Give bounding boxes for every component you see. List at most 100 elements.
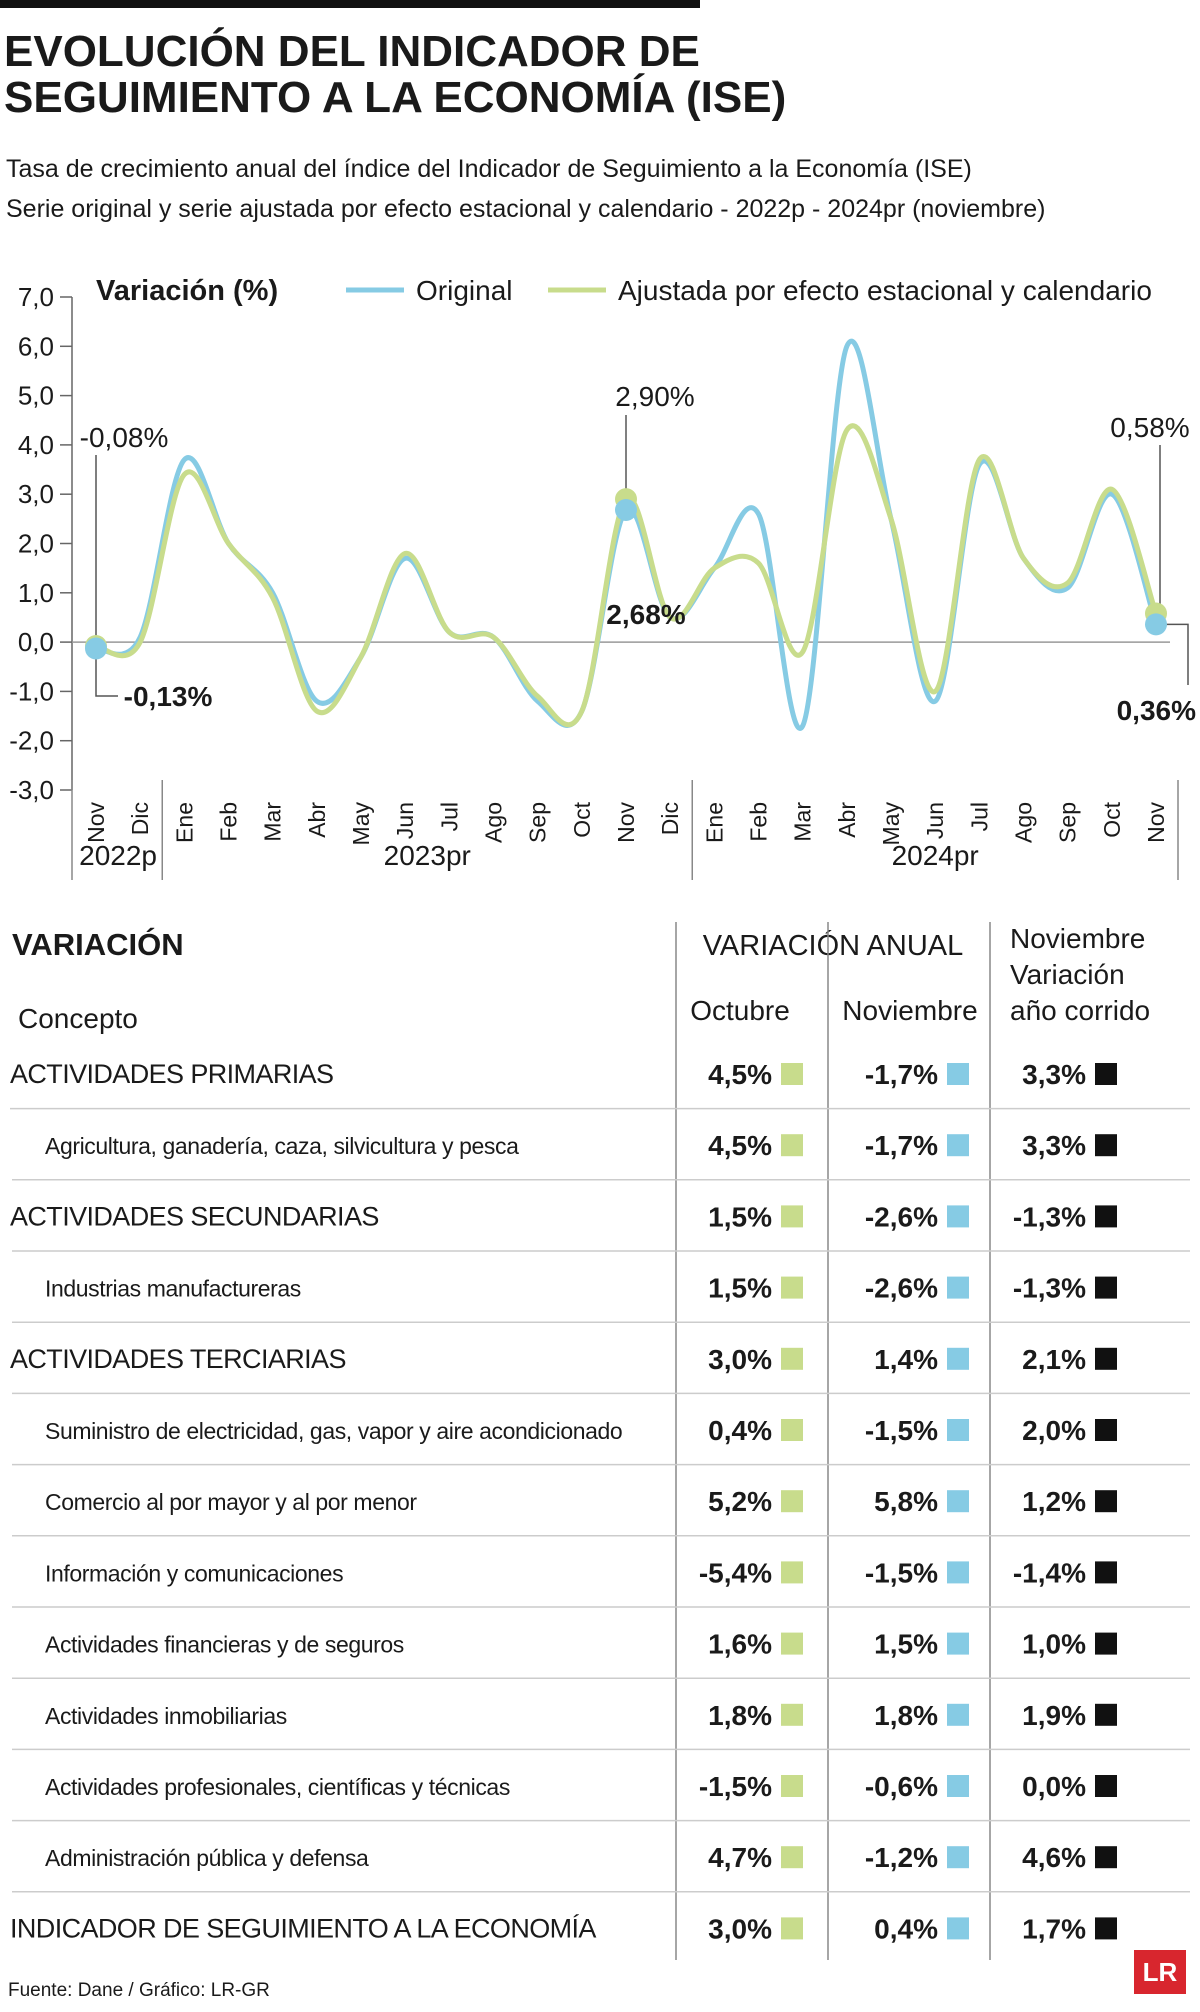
cell-square [947, 1134, 969, 1157]
cell-square [781, 1419, 803, 1441]
x-tick-label: Nov [613, 802, 639, 843]
row-heading: ACTIVIDADES SECUNDARIAS [10, 1201, 379, 1231]
cell-square [947, 1917, 969, 1940]
x-tick-label: Jun [922, 802, 948, 839]
x-tick-label: May [348, 802, 374, 846]
x-group-label: 2024pr [892, 840, 979, 871]
logo: LR [1143, 1957, 1178, 1987]
column-heading: Octubre [690, 995, 790, 1026]
cell-value: 2,1% [1022, 1344, 1086, 1375]
cell-value: 1,8% [708, 1700, 772, 1731]
x-tick-label: Feb [746, 802, 772, 842]
cell-square [947, 1419, 969, 1441]
cell-square [781, 1632, 803, 1655]
cell-square [781, 1347, 803, 1370]
table: VARIACIÓN VARIACIÓN ANUAL Noviembre Variaci… [10, 922, 1190, 1960]
cell-value: -1,7% [865, 1059, 938, 1090]
row-label: Administración pública y defensa [45, 1845, 369, 1871]
x-group-label: 2022p [79, 840, 157, 871]
data-label: 0,36% [1117, 695, 1196, 726]
data-label: 0,58% [1110, 412, 1189, 443]
x-tick-label: Jul [436, 802, 462, 831]
cell-square [781, 1703, 803, 1726]
y-tick-label: 3,0 [18, 479, 54, 509]
cell-square [781, 1846, 803, 1869]
callout-line [1164, 623, 1189, 685]
row-label: Actividades financieras y de seguros [45, 1632, 404, 1658]
cell-square [1095, 1775, 1117, 1797]
cell-square [1095, 1846, 1117, 1869]
cell-square [947, 1846, 969, 1869]
cell-square [1095, 1703, 1117, 1726]
cell-value: -1,4% [1013, 1557, 1086, 1588]
column-heading: Noviembre [842, 995, 977, 1026]
cell-value: 1,8% [874, 1700, 938, 1731]
x-tick-label: Nov [1143, 802, 1169, 843]
row-label: Industrias manufactureras [45, 1276, 301, 1302]
callout-line [95, 648, 118, 697]
x-tick-label: Abr [834, 802, 860, 838]
cell-square [947, 1775, 969, 1797]
cell-value: 0,4% [874, 1913, 938, 1944]
cell-value: 1,0% [1022, 1629, 1086, 1660]
subtitle: Tasa de crecimiento anual del índice del… [6, 155, 972, 183]
point-marker [85, 637, 107, 660]
row-label: Agricultura, ganadería, caza, silvicultu… [45, 1133, 519, 1159]
cell-value: 1,2% [1022, 1486, 1086, 1517]
table-heading: VARIACIÓN ANUAL [703, 929, 964, 962]
cell-value: 1,5% [874, 1629, 938, 1660]
cell-square [781, 1134, 803, 1157]
x-tick-label: Nov [83, 802, 109, 843]
x-tick-label: Ene [171, 802, 197, 843]
cell-square [781, 1775, 803, 1797]
cell-square [947, 1561, 969, 1584]
title: SEGUIMIENTO A LA ECONOMÍA (ISE) [4, 72, 786, 122]
cell-value: 1,6% [708, 1629, 772, 1660]
row-heading: ACTIVIDADES PRIMARIAS [10, 1059, 333, 1089]
cell-value: 3,3% [1022, 1130, 1086, 1161]
x-tick-label: Sep [1055, 802, 1081, 843]
logo-box [1134, 1950, 1186, 1994]
cell-square [1095, 1561, 1117, 1584]
row-label: Comercio al por mayor y al por menor [45, 1489, 417, 1515]
cell-value: -2,6% [865, 1201, 938, 1232]
y-axis-label: Variación (%) [96, 275, 278, 307]
cell-value: -1,5% [865, 1415, 938, 1446]
x-tick-label: Mar [260, 802, 286, 842]
cell-value: 5,2% [708, 1486, 772, 1517]
table-heading: Variación [1010, 959, 1125, 990]
title: EVOLUCIÓN DEL INDICADOR DE [4, 26, 700, 76]
top-bar [0, 0, 700, 8]
cell-square [947, 1063, 969, 1085]
row-label: Suministro de electricidad, gas, vapor y… [45, 1418, 622, 1444]
cell-value: 1,5% [708, 1273, 772, 1304]
cell-square [781, 1917, 803, 1940]
x-tick-label: Dic [657, 802, 683, 835]
point-marker [1145, 613, 1167, 636]
y-tick-label: 4,0 [18, 430, 54, 460]
cell-value: 4,5% [708, 1130, 772, 1161]
data-label: -0,13% [124, 681, 213, 712]
x-tick-label: Ago [1011, 802, 1037, 843]
data-label: -0,08% [80, 422, 169, 453]
x-tick-label: Sep [525, 802, 551, 843]
cell-value: -1,7% [865, 1130, 938, 1161]
row-heading: INDICADOR DE SEGUIMIENTO A LA ECONOMÍA [10, 1913, 596, 1943]
y-tick-label: -1,0 [9, 676, 54, 706]
x-group-label: 2023pr [384, 840, 471, 871]
table-heading: año corrido [1010, 995, 1150, 1026]
cell-square [781, 1490, 803, 1513]
cell-value: -1,3% [1013, 1201, 1086, 1232]
x-tick-label: Ago [481, 802, 507, 843]
row-label: Actividades inmobiliarias [45, 1703, 287, 1729]
x-tick-label: Mar [790, 802, 816, 842]
cell-square [947, 1347, 969, 1370]
cell-square [947, 1632, 969, 1655]
cell-value: 4,6% [1022, 1842, 1086, 1873]
series-line [95, 423, 1159, 728]
x-tick-label: Oct [1099, 801, 1125, 837]
cell-square [1095, 1276, 1117, 1299]
cell-value: -1,5% [865, 1557, 938, 1588]
source: Fuente: Dane / Gráfico: LR-GR [8, 1980, 270, 2001]
